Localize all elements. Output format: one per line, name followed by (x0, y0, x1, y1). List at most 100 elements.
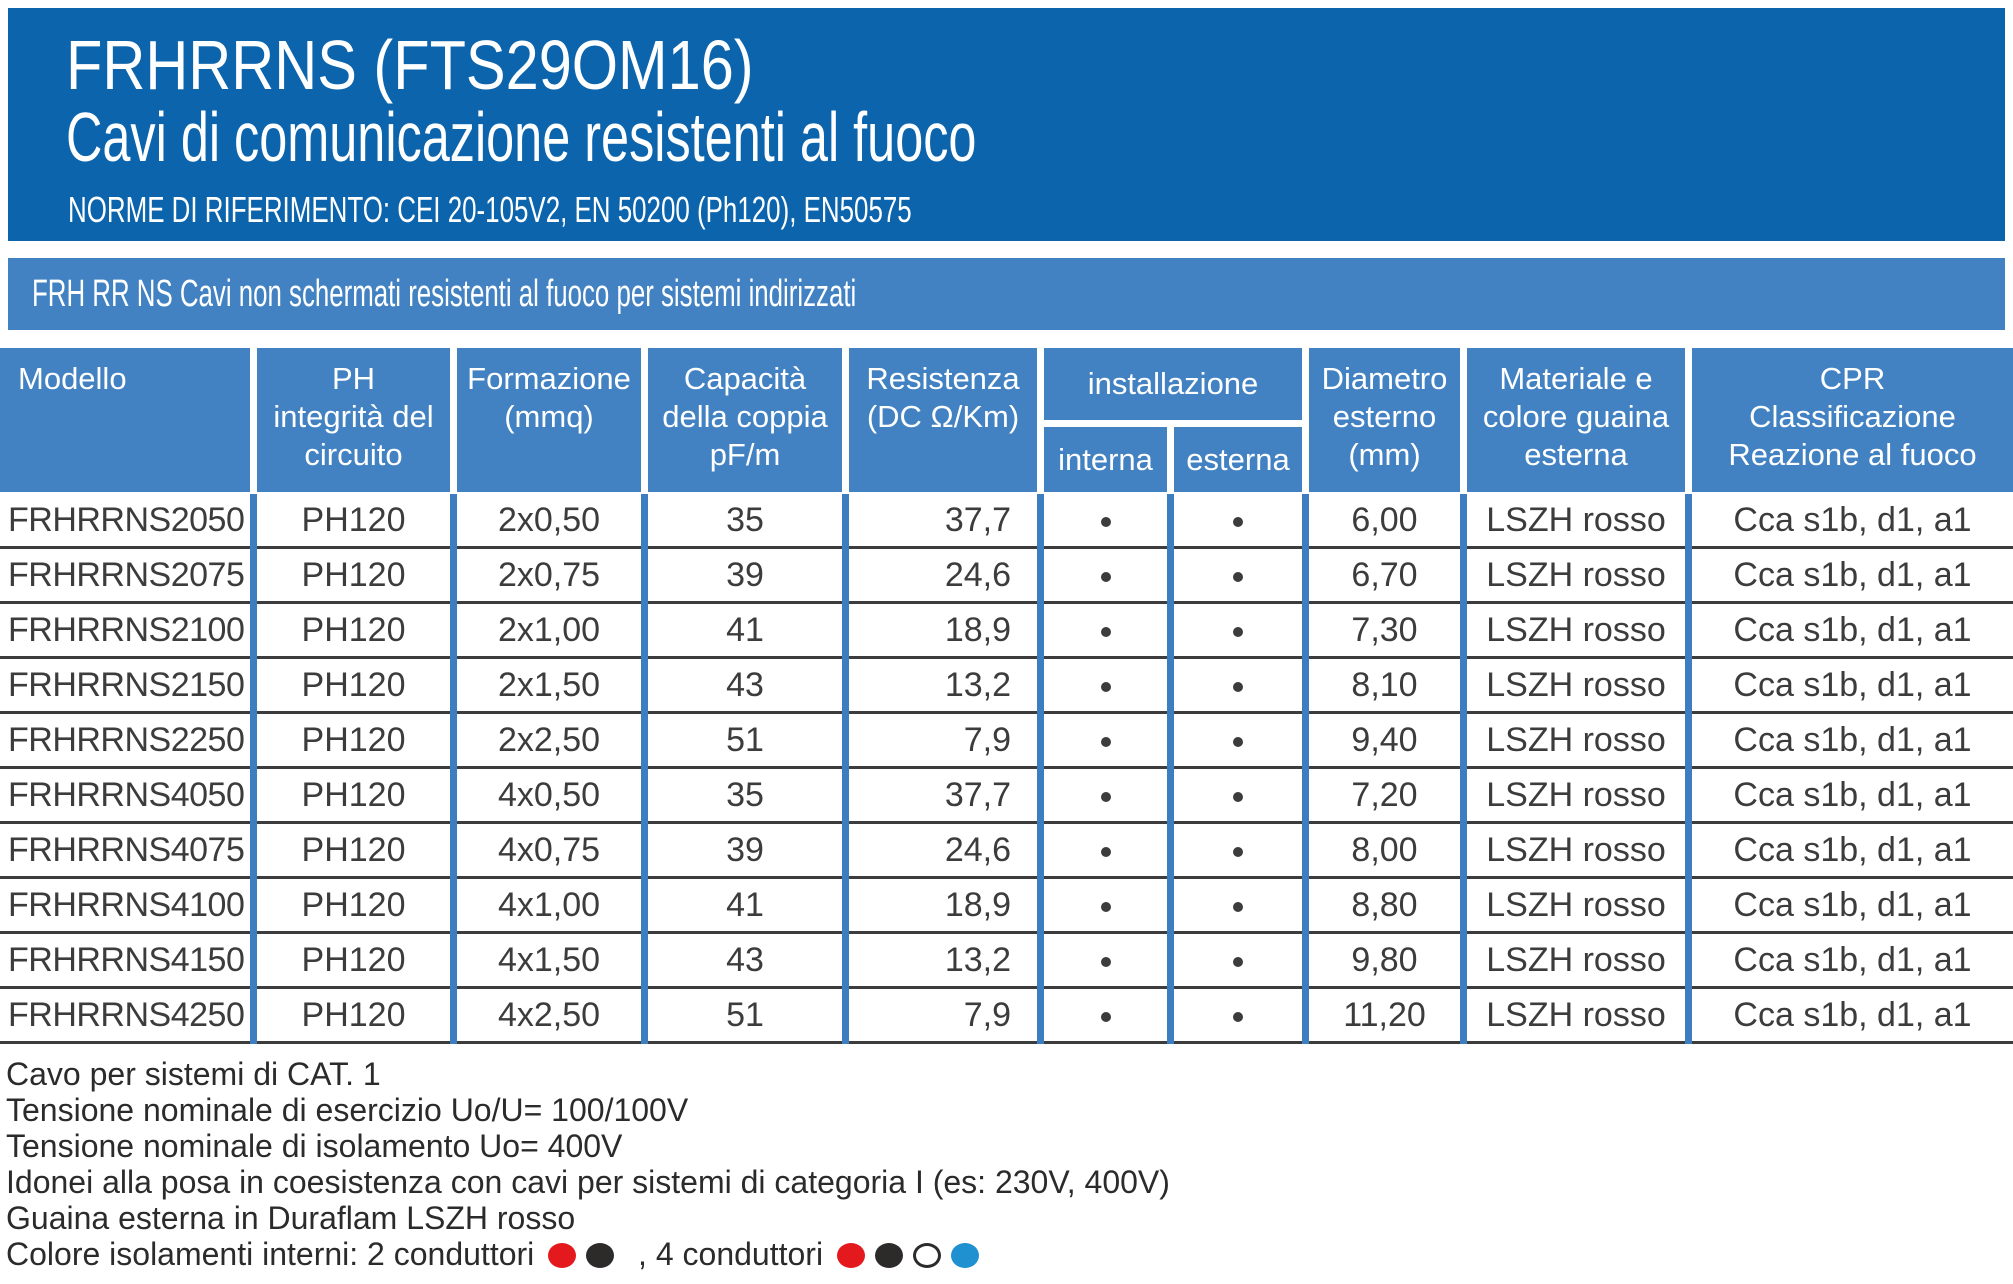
cell-materiale: LSZH rosso (1486, 775, 1666, 814)
note-line: Guaina esterna in Duraflam LSZH rosso (6, 1200, 576, 1236)
col-header-esterna: esterna (1174, 427, 1302, 492)
interna-bullet-icon (1100, 956, 1111, 967)
cell-capacita: 41 (726, 885, 764, 924)
cell-interna (1044, 831, 1167, 870)
cell-cpr: Cca s1b, d1, a1 (1733, 995, 1972, 1034)
product-code-text: FRHRRNS (FTS29OM16) (66, 26, 754, 104)
cell-esterna (1174, 721, 1302, 760)
cell-interna (1044, 721, 1167, 760)
cell-modello: FRHRRNS4075 (8, 830, 245, 869)
cell-interna (1044, 666, 1167, 705)
cell-capacita: 51 (726, 720, 764, 759)
cell-formazione: 4x0,50 (497, 775, 601, 814)
cell-capacita: 35 (726, 500, 764, 539)
table-body: FRHRRNS2050 PH120 2x0,50 35 37,7 6,00 LS… (0, 494, 2013, 1044)
cell-materiale: LSZH rosso (1486, 555, 1666, 594)
col-header-capacita: Capacità della coppia pF/m (648, 348, 842, 492)
interna-bullet-icon (1100, 791, 1111, 802)
cell-diametro: 7,30 (1351, 610, 1418, 649)
cell-modello: FRHRRNS2100 (8, 610, 245, 649)
interna-bullet-icon (1100, 626, 1111, 637)
cell-cpr: Cca s1b, d1, a1 (1733, 775, 1972, 814)
cell-cpr: Cca s1b, d1, a1 (1733, 940, 1972, 979)
conductor-black-dot-icon (586, 1243, 615, 1268)
cell-formazione: 4x1,00 (497, 885, 601, 924)
cell-resistenza: 18,9 (944, 610, 1011, 649)
category-banner-text: FRH RR NS Cavi non schermati resistenti … (32, 272, 857, 315)
page-title-text: Cavi di comunicazione resistenti al fuoc… (66, 98, 977, 176)
cell-capacita: 39 (726, 830, 764, 869)
cell-resistenza: 37,7 (944, 775, 1011, 814)
table-row: FRHRRNS2075 PH120 2x0,75 39 24,6 6,70 LS… (0, 549, 2013, 604)
cell-resistenza: 7,9 (963, 720, 1011, 759)
esterna-bullet-icon (1233, 571, 1243, 582)
esterna-bullet-icon (1233, 626, 1243, 637)
cell-materiale: LSZH rosso (1486, 885, 1666, 924)
cell-esterna (1174, 501, 1302, 540)
column-separator (1037, 494, 1044, 1044)
cell-esterna (1174, 886, 1302, 925)
cell-esterna (1174, 941, 1302, 980)
cell-resistenza: 24,6 (944, 555, 1011, 594)
note-line: Cavo per sistemi di CAT. 1 (6, 1056, 381, 1092)
note-line: Tensione nominale di isolamento Uo= 400V (6, 1128, 623, 1164)
spec-table: Modello PH integrità del circuito Formaz… (0, 348, 2013, 1044)
column-separator (641, 494, 648, 1044)
product-code-title: FRHRRNS (FTS29OM16) (66, 28, 875, 102)
category-banner: FRH RR NS Cavi non schermati resistenti … (8, 258, 2005, 330)
cell-formazione: 4x0,75 (497, 830, 601, 869)
cell-modello: FRHRRNS2250 (8, 720, 245, 759)
col-header-formazione: Formazione (mmq) (457, 348, 641, 492)
cell-interna (1044, 556, 1167, 595)
cell-diametro: 8,10 (1351, 665, 1418, 704)
table-row: FRHRRNS2250 PH120 2x2,50 51 7,9 9,40 LSZ… (0, 714, 2013, 769)
cell-materiale: LSZH rosso (1486, 995, 1666, 1034)
table-row: FRHRRNS4250 PH120 4x2,50 51 7,9 11,20 LS… (0, 989, 2013, 1044)
cell-modello: FRHRRNS4100 (8, 885, 245, 924)
cell-capacita: 43 (726, 665, 764, 704)
notes-section: Cavo per sistemi di CAT. 1 Tensione nomi… (6, 1056, 1170, 1272)
page-title: Cavi di comunicazione resistenti al fuoc… (66, 100, 1331, 174)
col-header-ph: PH integrità del circuito (257, 348, 450, 492)
cell-diametro: 8,00 (1351, 830, 1418, 869)
esterna-bullet-icon (1233, 956, 1243, 967)
interna-bullet-icon (1100, 681, 1111, 692)
cell-esterna (1174, 666, 1302, 705)
cell-esterna (1174, 556, 1302, 595)
cell-esterna (1174, 776, 1302, 815)
cell-capacita: 51 (726, 995, 764, 1034)
header-band: FRHRRNS (FTS29OM16) Cavi di comunicazion… (8, 8, 2005, 241)
cell-capacita: 35 (726, 775, 764, 814)
esterna-bullet-icon (1233, 901, 1243, 912)
cell-resistenza: 24,6 (944, 830, 1011, 869)
esterna-bullet-icon (1233, 1011, 1243, 1022)
cell-capacita: 39 (726, 555, 764, 594)
conductor-black-dot-icon (874, 1243, 903, 1268)
cell-diametro: 8,80 (1351, 885, 1418, 924)
col-header-diametro: Diametro esterno (mm) (1309, 348, 1460, 492)
cell-modello: FRHRRNS4050 (8, 775, 245, 814)
cell-ph: PH120 (301, 775, 406, 814)
cell-ph: PH120 (301, 555, 406, 594)
cell-capacita: 41 (726, 610, 764, 649)
cell-materiale: LSZH rosso (1486, 500, 1666, 539)
cell-resistenza: 18,9 (944, 885, 1011, 924)
cell-diametro: 9,40 (1351, 720, 1418, 759)
cell-interna (1044, 886, 1167, 925)
cell-diametro: 6,70 (1351, 555, 1418, 594)
cell-interna (1044, 996, 1167, 1035)
cell-capacita: 43 (726, 940, 764, 979)
cell-cpr: Cca s1b, d1, a1 (1733, 555, 1972, 594)
cell-ph: PH120 (301, 995, 406, 1034)
cell-interna (1044, 501, 1167, 540)
cell-resistenza: 37,7 (944, 500, 1011, 539)
cell-ph: PH120 (301, 610, 406, 649)
reference-norms: NORME DI RIFERIMENTO: CEI 20-105V2, EN 5… (68, 190, 1240, 230)
conductor-red-dot-icon (548, 1243, 577, 1268)
cell-diametro: 9,80 (1351, 940, 1418, 979)
column-separator (1685, 494, 1692, 1044)
cell-cpr: Cca s1b, d1, a1 (1733, 610, 1972, 649)
cell-ph: PH120 (301, 665, 406, 704)
cell-cpr: Cca s1b, d1, a1 (1733, 500, 1972, 539)
cell-modello: FRHRRNS2050 (8, 500, 245, 539)
